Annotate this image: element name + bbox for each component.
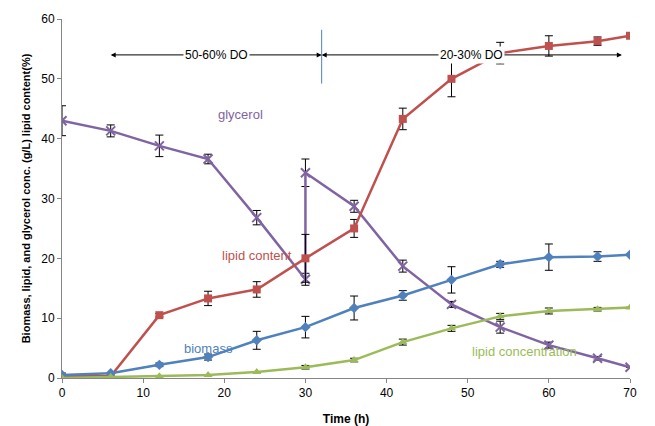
svg-text:40: 40 [41,132,55,146]
svg-text:Biomass, lipid, and glycerol c: Biomass, lipid, and glycerol conc. (g/L)… [20,53,32,343]
svg-text:lipid content: lipid content [222,248,292,263]
svg-text:10: 10 [136,386,150,400]
svg-text:20: 20 [218,386,232,400]
svg-text:50: 50 [461,386,475,400]
svg-text:30: 30 [41,192,55,206]
svg-text:60: 60 [41,12,55,26]
svg-text:lipid concentration: lipid concentration [472,344,577,359]
svg-text:30: 30 [299,386,313,400]
svg-text:glycerol: glycerol [218,107,263,122]
svg-text:20-30% DO: 20-30% DO [440,48,503,62]
svg-text:70: 70 [623,386,637,400]
svg-text:0: 0 [59,386,66,400]
svg-text:40: 40 [380,386,394,400]
svg-text:0: 0 [48,371,55,385]
svg-text:20: 20 [41,252,55,266]
svg-text:biomass: biomass [184,341,233,356]
svg-text:10: 10 [41,311,55,325]
svg-text:Time (h): Time (h) [323,412,369,426]
svg-text:50-60% DO: 50-60% DO [185,48,248,62]
svg-text:50: 50 [41,72,55,86]
svg-text:60: 60 [542,386,556,400]
